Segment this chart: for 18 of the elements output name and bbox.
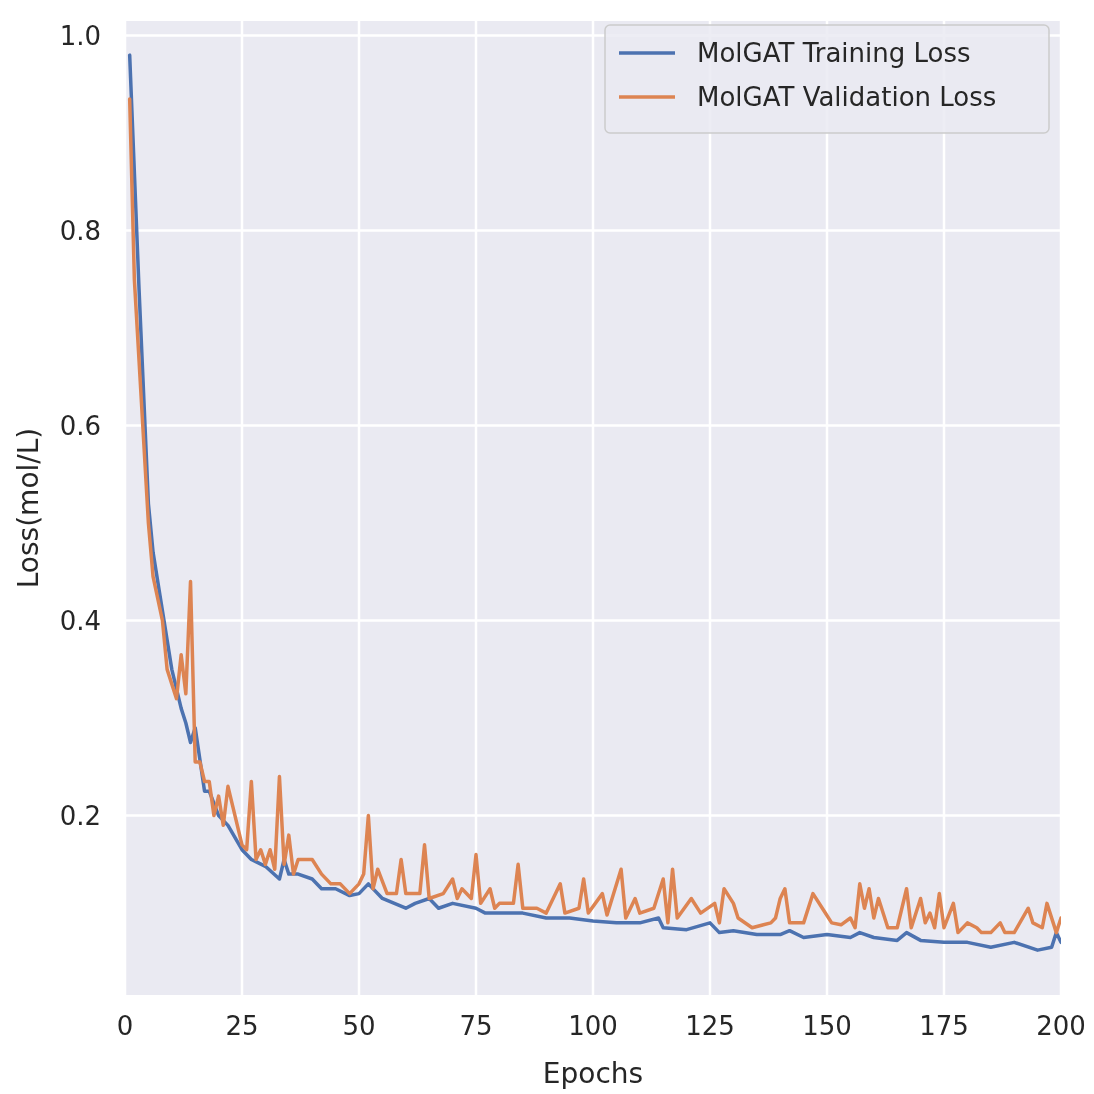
x-tick-label: 150 — [802, 1011, 852, 1041]
x-axis-title: Epochs — [542, 1057, 644, 1090]
y-tick-label: 0.6 — [59, 410, 101, 441]
y-axis-title: Loss(mol/L) — [12, 427, 45, 589]
y-tick-label: 0.4 — [59, 605, 101, 636]
x-tick-label: 0 — [116, 1011, 134, 1041]
x-tick-label: 200 — [1036, 1011, 1086, 1041]
legend-label: MolGAT Validation Loss — [697, 82, 997, 113]
x-tick-label: 25 — [225, 1011, 259, 1041]
x-tick-label: 125 — [685, 1011, 735, 1041]
x-tick-label: 175 — [919, 1011, 969, 1041]
x-tick-label: 50 — [342, 1011, 376, 1041]
legend-label: MolGAT Training Loss — [697, 38, 971, 69]
y-tick-label: 0.8 — [59, 215, 101, 246]
y-tick-label: 0.2 — [59, 800, 101, 831]
x-tick-label: 100 — [568, 1011, 618, 1041]
y-tick-label: 1.0 — [59, 20, 101, 51]
x-tick-label: 75 — [459, 1011, 493, 1041]
